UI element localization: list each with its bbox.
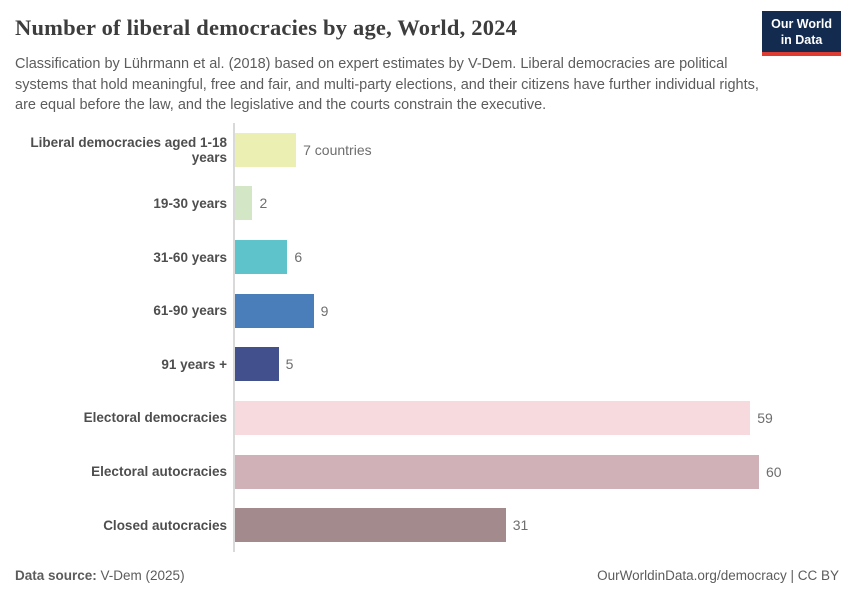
- chart-row: 91 years + 5: [0, 338, 850, 392]
- bar-rows: Liberal democracies aged 1-18 years 7 co…: [0, 123, 850, 552]
- bar[interactable]: [235, 240, 288, 275]
- bar-area: 59: [235, 400, 850, 435]
- chart-footer: Data source: V-Dem (2025) OurWorldinData…: [15, 568, 839, 583]
- bar[interactable]: [235, 508, 506, 543]
- bar-value-label: 2: [259, 195, 268, 212]
- bar-category-label: 19-30 years: [153, 195, 227, 211]
- chart-title: Number of liberal democracies by age, Wo…: [15, 15, 518, 40]
- chart-row: 31-60 years 6: [0, 230, 850, 284]
- bar-category-label: 91 years +: [161, 356, 227, 372]
- data-source-value: V-Dem (2025): [96, 568, 185, 583]
- chart-row: 19-30 years 2: [0, 177, 850, 231]
- bar-area: 60: [235, 454, 850, 489]
- data-source-label: Data source:: [15, 568, 97, 583]
- bar-value-label: 6: [294, 249, 303, 266]
- bar[interactable]: [235, 132, 297, 167]
- bar[interactable]: [235, 186, 253, 221]
- bar-value-label: 59: [757, 409, 773, 426]
- bar-value-label: 31: [512, 517, 529, 534]
- chart-row: Liberal democracies aged 1-18 years 7 co…: [0, 123, 850, 177]
- credit-separator: |: [786, 568, 798, 583]
- bar-area: 31: [235, 508, 850, 543]
- bar-category-label: 31-60 years: [153, 249, 227, 265]
- bar-category-label: Closed autocracies: [103, 517, 227, 533]
- credit: OurWorldinData.org/democracy | CC BY: [597, 568, 839, 583]
- chart-row: Closed autocracies 31: [0, 498, 850, 552]
- bar-value-label: 60: [766, 463, 782, 480]
- credit-url[interactable]: OurWorldinData.org/democracy: [597, 568, 787, 583]
- bar[interactable]: [235, 347, 279, 382]
- chart-subtitle: Classification by Lührmann et al. (2018)…: [15, 56, 759, 113]
- bar-area: 9: [235, 293, 850, 328]
- chart-row: Electoral democracies 59: [0, 391, 850, 445]
- bar[interactable]: [235, 293, 314, 328]
- bar-area: 6: [235, 240, 850, 275]
- bar-category-label: Electoral democracies: [83, 410, 227, 426]
- bar-value-label: 5: [285, 356, 294, 373]
- credit-license[interactable]: CC BY: [797, 568, 839, 583]
- owid-logo[interactable]: Our World in Data: [762, 11, 841, 56]
- bar-category-label: Electoral autocracies: [91, 464, 227, 480]
- owid-logo-line1: Our World: [771, 17, 832, 31]
- bar-category-label: Liberal democracies aged 1-18 years: [30, 134, 227, 165]
- bar-chart: Liberal democracies aged 1-18 years 7 co…: [0, 123, 850, 552]
- bar[interactable]: [235, 454, 759, 489]
- bar-area: 7 countries: [235, 132, 850, 167]
- y-axis-line: [233, 123, 235, 552]
- chart-row: Electoral autocracies 60: [0, 445, 850, 499]
- bar-area: 2: [235, 186, 850, 221]
- bar-value-label: 7 countries: [303, 141, 372, 158]
- data-source[interactable]: Data source: V-Dem (2025): [15, 568, 185, 583]
- bar-value-label: 9: [320, 302, 329, 319]
- bar-category-label: 61-90 years: [153, 303, 227, 319]
- chart-row: 61-90 years 9: [0, 284, 850, 338]
- owid-logo-line2: in Data: [780, 33, 823, 48]
- bar-area: 5: [235, 347, 850, 382]
- bar[interactable]: [235, 400, 751, 435]
